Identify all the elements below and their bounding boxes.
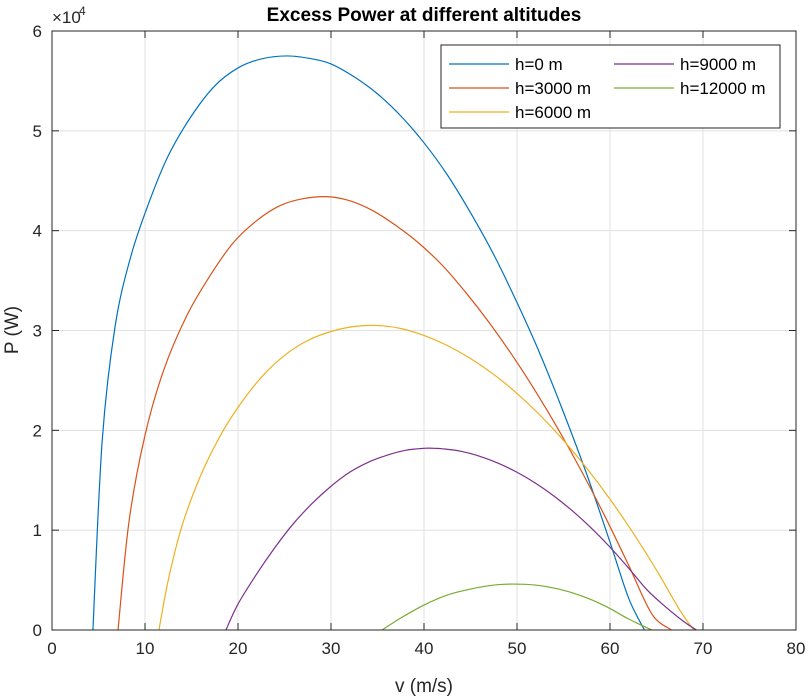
x-tick-label: 20: [229, 639, 248, 658]
y-tick-label: 6: [33, 22, 42, 41]
series-line-h-0-m: [92, 55, 645, 631]
x-tick-label: 60: [601, 639, 620, 658]
tick-labels: 0 10 20 30 40 50 60 70 80 0 1 2 3 4 5 6: [33, 22, 806, 658]
chart-title: Excess Power at different altitudes: [267, 5, 582, 26]
x-tick-label: 40: [415, 639, 434, 658]
y-exponent-power: 4: [79, 4, 86, 18]
x-tick-label: 50: [508, 639, 527, 658]
y-tick-label: 5: [33, 122, 42, 141]
legend-entry-label: h=6000 m: [515, 103, 591, 122]
y-tick-label: 3: [33, 322, 42, 341]
x-tick-label: 30: [322, 639, 341, 658]
y-tick-label: 1: [33, 521, 42, 540]
x-tick-label: 80: [787, 639, 806, 658]
legend-entry-label: h=0 m: [515, 55, 563, 74]
legend-entry-label: h=12000 m: [680, 79, 766, 98]
y-tick-label: 4: [33, 222, 42, 241]
y-tick-label: 2: [33, 421, 42, 440]
series-line-h-3000-m: [117, 196, 672, 631]
series-line-h-12000-m: [381, 583, 653, 631]
legend-entry-label: h=9000 m: [680, 55, 756, 74]
y-tick-label: 0: [33, 621, 42, 640]
x-tick-label: 70: [694, 639, 713, 658]
series-line-h-6000-m: [158, 324, 695, 631]
x-tick-label: 0: [47, 639, 56, 658]
x-tick-label: 10: [136, 639, 155, 658]
series-line-h-9000-m: [225, 447, 697, 631]
x-axis-label: v (m/s): [395, 676, 453, 697]
legend-box: [440, 44, 781, 129]
y-axis-label: P (W): [2, 306, 23, 354]
legend: h=0 m h=3000 m h=6000 m h=9000 m h=12000 m: [440, 44, 781, 129]
legend-entry-label: h=3000 m: [515, 79, 591, 98]
y-exponent-base: ×10: [52, 8, 81, 27]
y-axis-exponent: ×10 4: [52, 4, 86, 27]
ticks: [51, 30, 797, 631]
series-group: [92, 55, 697, 631]
